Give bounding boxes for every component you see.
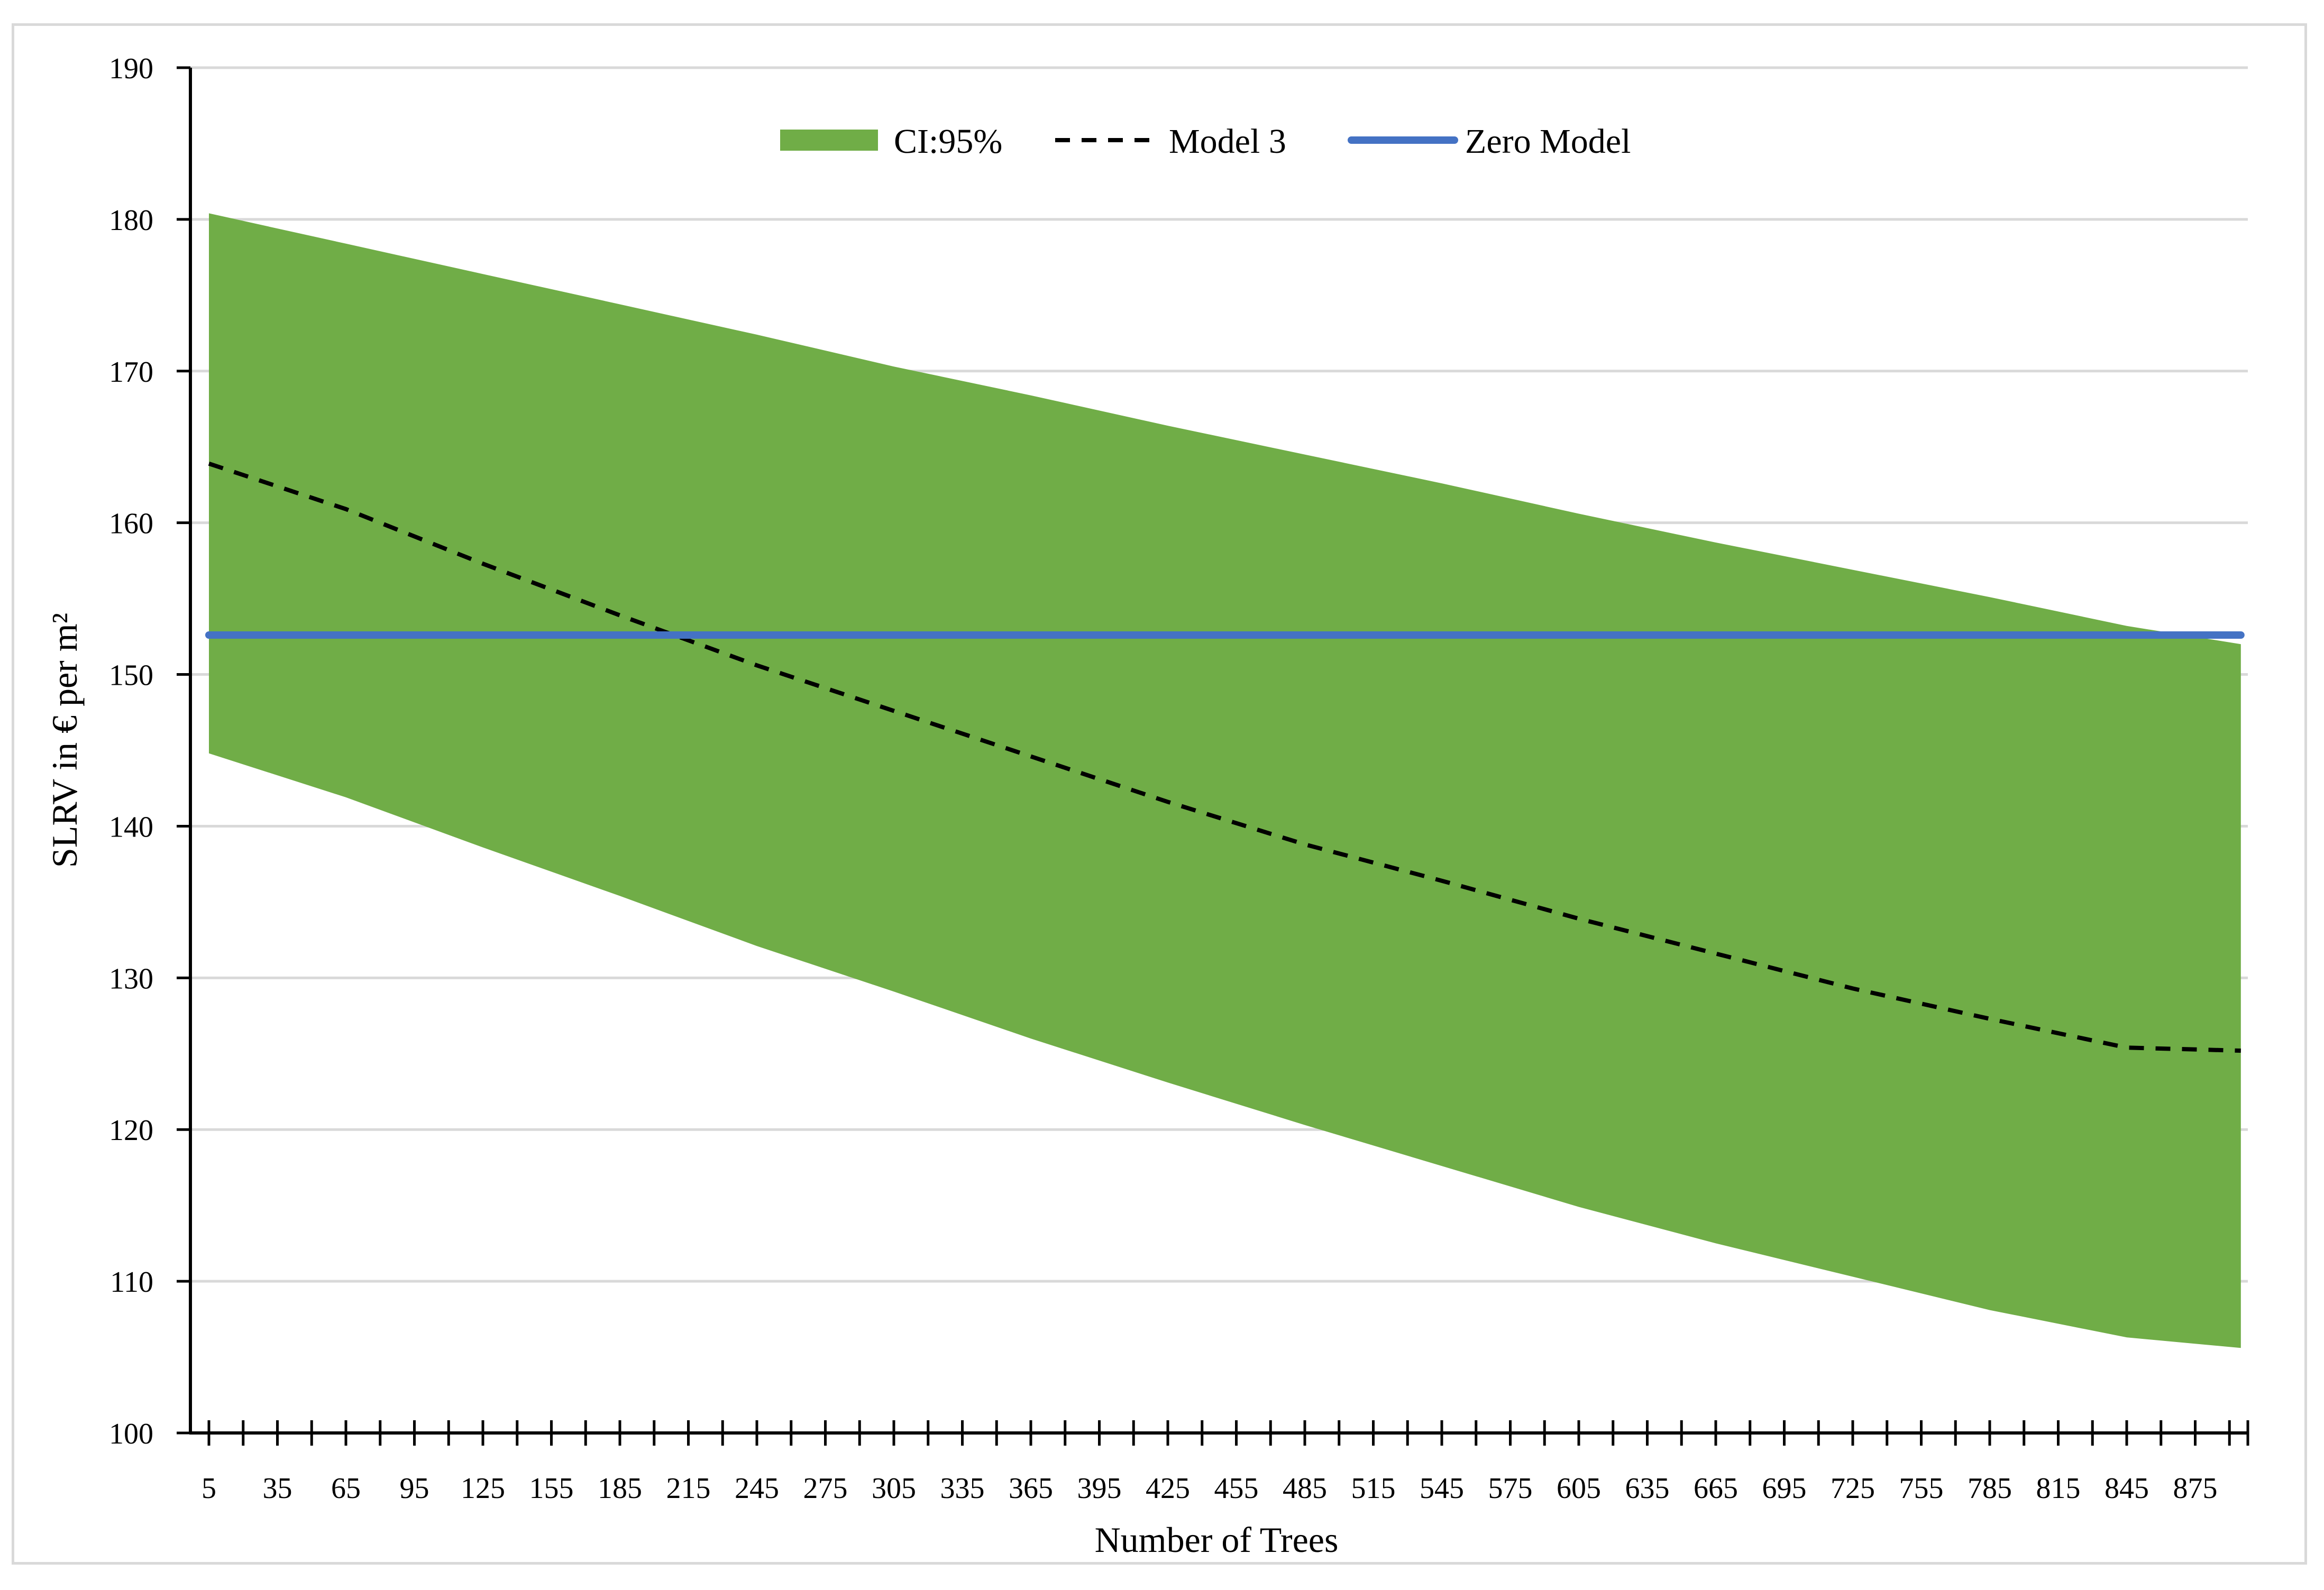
y-tick-label-160: 160 bbox=[109, 508, 153, 540]
y-axis-title: SLRV in € per m² bbox=[44, 613, 85, 868]
x-tick-label-335: 335 bbox=[940, 1472, 985, 1505]
x-tick-label-35: 35 bbox=[263, 1472, 292, 1505]
ci-band-layer bbox=[209, 213, 2241, 1348]
x-tick-label-185: 185 bbox=[598, 1472, 642, 1505]
x-axis-title: Number of Trees bbox=[1095, 1520, 1339, 1560]
legend: CI:95% Model 3 Zero Model bbox=[780, 122, 1631, 161]
x-tick-label-485: 485 bbox=[1283, 1472, 1327, 1505]
ci-band bbox=[209, 213, 2241, 1348]
y-tick-label-120: 120 bbox=[109, 1114, 153, 1147]
x-tick-label-695: 695 bbox=[1762, 1472, 1807, 1505]
x-tick-label-545: 545 bbox=[1420, 1472, 1464, 1505]
y-tick-label-100: 100 bbox=[109, 1418, 153, 1450]
x-tick-label-365: 365 bbox=[1009, 1472, 1053, 1505]
x-tick-label-275: 275 bbox=[803, 1472, 848, 1505]
x-tick-label-845: 845 bbox=[2105, 1472, 2149, 1505]
x-tick-label-605: 605 bbox=[1557, 1472, 1601, 1505]
y-tick-label-130: 130 bbox=[109, 962, 153, 995]
x-tick-label-215: 215 bbox=[666, 1472, 711, 1505]
x-tick-label-755: 755 bbox=[1899, 1472, 1944, 1505]
x-tick-label-5: 5 bbox=[202, 1472, 216, 1505]
x-tick-label-245: 245 bbox=[735, 1472, 779, 1505]
y-tick-label-140: 140 bbox=[109, 811, 153, 843]
x-tick-labels: 5 35 65 95 125 155 185 215 245 275 305 335 365 395 425… bbox=[202, 1472, 2218, 1505]
legend-label-model-3: Model 3 bbox=[1169, 122, 1286, 161]
x-tick-label-425: 425 bbox=[1146, 1472, 1190, 1505]
x-tick-label-155: 155 bbox=[529, 1472, 574, 1505]
x-tick-label-515: 515 bbox=[1351, 1472, 1396, 1505]
legend-swatch-ci-95- bbox=[780, 130, 878, 151]
y-tick-label-170: 170 bbox=[109, 356, 153, 389]
x-tick-label-785: 785 bbox=[1968, 1472, 2012, 1505]
y-tick-label-150: 150 bbox=[109, 659, 153, 692]
series-lines-layer bbox=[205, 462, 2245, 1053]
x-tick-label-395: 395 bbox=[1077, 1472, 1122, 1505]
y-tick-labels: 100 110 120 130 140 150 160 170 180 190 bbox=[109, 52, 153, 1450]
legend-label-zero-model: Zero Model bbox=[1465, 122, 1631, 161]
x-tick-label-125: 125 bbox=[461, 1472, 505, 1505]
y-tick-label-110: 110 bbox=[110, 1266, 153, 1299]
series-line-model-3 bbox=[208, 462, 2241, 1053]
y-tick-label-190: 190 bbox=[109, 52, 153, 85]
x-tick-label-635: 635 bbox=[1625, 1472, 1670, 1505]
x-tick-label-575: 575 bbox=[1488, 1472, 1533, 1505]
x-tick-label-305: 305 bbox=[872, 1472, 916, 1505]
x-tick-label-875: 875 bbox=[2173, 1472, 2218, 1505]
x-tick-label-815: 815 bbox=[2036, 1472, 2081, 1505]
x-tick-label-95: 95 bbox=[400, 1472, 429, 1505]
x-tick-label-65: 65 bbox=[331, 1472, 361, 1505]
x-tick-label-455: 455 bbox=[1214, 1472, 1259, 1505]
axes bbox=[177, 66, 2249, 1446]
y-tick-label-180: 180 bbox=[109, 204, 153, 237]
x-tick-label-725: 725 bbox=[1831, 1472, 1875, 1505]
legend-label-ci-95-: CI:95% bbox=[894, 122, 1002, 161]
x-tick-label-665: 665 bbox=[1694, 1472, 1738, 1505]
